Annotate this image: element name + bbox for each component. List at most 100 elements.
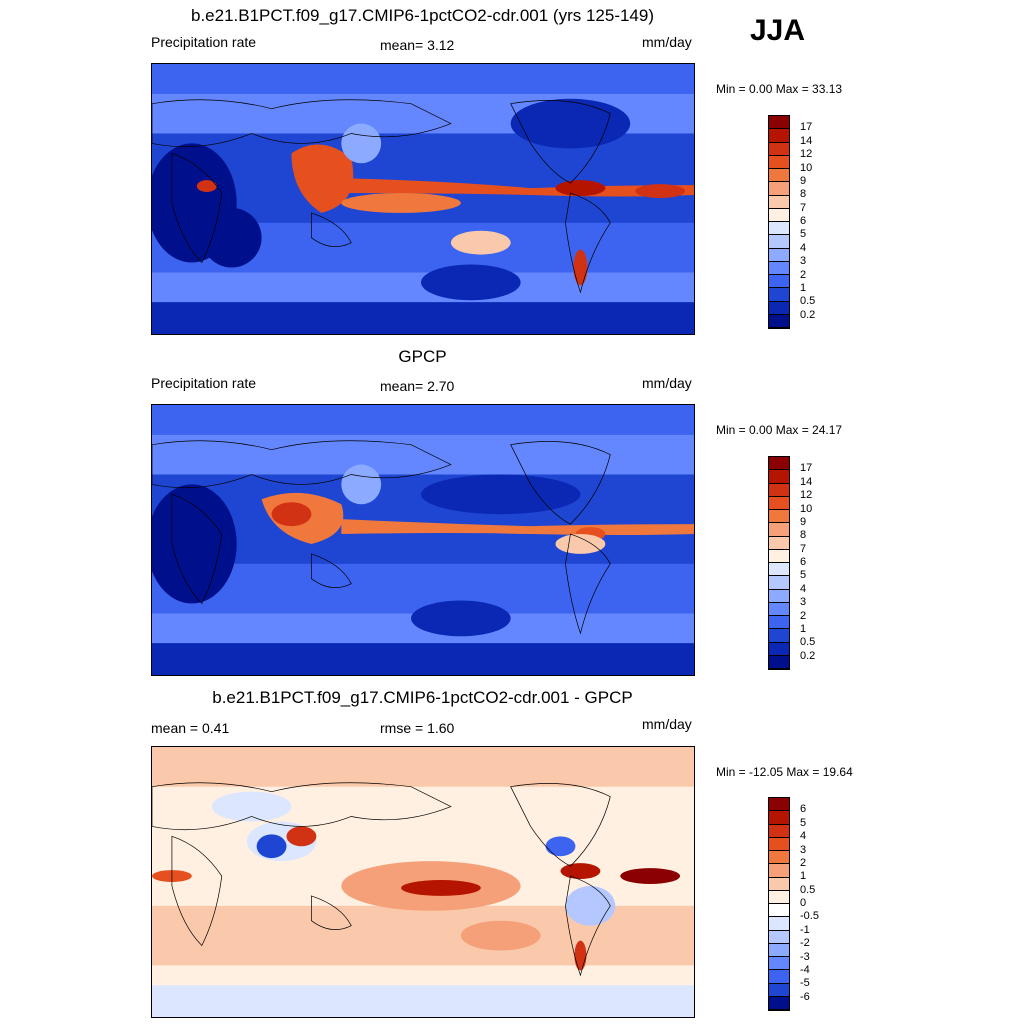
colorbar-segment xyxy=(769,457,789,471)
colorbar-tick-label: 5 xyxy=(800,816,807,829)
colorbar-tick-label: 6 xyxy=(800,215,807,227)
colorbar-segment xyxy=(769,983,789,997)
colorbar-segment xyxy=(769,195,789,209)
colorbar-segment xyxy=(769,275,789,289)
min-max-label: Min = 0.00 Max = 33.13 xyxy=(716,82,843,96)
colorbar-tick-label: 5 xyxy=(800,569,807,582)
colorbar-segment xyxy=(769,930,789,944)
colorbar-tick-label: 0.5 xyxy=(800,883,816,896)
colorbar-tick-label: 9 xyxy=(800,515,807,528)
colorbar-segment xyxy=(769,589,789,603)
min-max-label: Min = -12.05 Max = 19.64 xyxy=(716,765,853,779)
colorbar-tick-label: 3 xyxy=(800,255,807,268)
diff-map xyxy=(151,746,695,1018)
colorbar-tick-label: 9 xyxy=(800,174,807,187)
colorbar-segment xyxy=(769,142,789,156)
colorbar-tick-label: 10 xyxy=(800,161,813,174)
colorbar-segment xyxy=(769,523,789,537)
colorbar-tick-label: -5 xyxy=(800,977,810,990)
colorbar-tick-label: -1 xyxy=(800,923,810,936)
map-canvas xyxy=(152,64,694,334)
units-label: mm/day xyxy=(642,716,692,732)
colorbar-segment xyxy=(769,970,789,984)
colorbar-tick-label: 6 xyxy=(800,803,807,816)
map-canvas xyxy=(152,747,694,1017)
colorbar-segment xyxy=(769,235,789,249)
colorbar-segment xyxy=(769,957,789,971)
colorbar-segment xyxy=(769,917,789,931)
variable-label: Precipitation rate xyxy=(151,34,257,50)
colorbar xyxy=(768,797,790,1011)
colorbar-tick-label: 2 xyxy=(800,856,807,869)
colorbar-tick-label: -2 xyxy=(800,937,810,950)
colorbar-segment xyxy=(769,877,789,891)
colorbar-segment xyxy=(769,129,789,143)
panel-title: b.e21.B1PCT.f09_g17.CMIP6-1pctCO2-cdr.00… xyxy=(190,6,655,25)
colorbar-segment xyxy=(769,602,789,616)
colorbar-segment xyxy=(769,483,789,497)
colorbar-tick-label: -3 xyxy=(800,950,810,963)
colorbar-tick-label: 8 xyxy=(800,529,807,542)
colorbar-segment xyxy=(769,904,789,918)
colorbar-segment xyxy=(769,536,789,550)
colorbar-segment xyxy=(769,890,789,904)
colorbar-segment xyxy=(769,301,789,315)
colorbar-segment xyxy=(769,851,789,865)
colorbar-segment xyxy=(769,864,789,878)
colorbar-segment xyxy=(769,182,789,196)
colorbar-tick-label: 0.2 xyxy=(800,308,816,321)
colorbar-tick-label: 3 xyxy=(800,843,807,856)
colorbar-segment xyxy=(769,616,789,630)
colorbar-segment xyxy=(769,261,789,275)
colorbar-segment xyxy=(769,563,789,577)
colorbar-tick-label: 0.5 xyxy=(800,295,816,308)
colorbar-tick-label: -4 xyxy=(800,963,810,976)
colorbar-segment xyxy=(769,996,789,1010)
colorbar-segment xyxy=(769,248,789,262)
colorbar-tick-label: 8 xyxy=(800,188,807,201)
colorbar-tick-label: 17 xyxy=(800,121,813,134)
colorbar-tick-label: 7 xyxy=(800,201,807,214)
colorbar-segment xyxy=(769,943,789,957)
colorbar-tick-label: 14 xyxy=(800,134,813,147)
colorbar-segment xyxy=(769,642,789,656)
colorbar-tick-label: 14 xyxy=(800,475,813,488)
colorbar-segment xyxy=(769,824,789,838)
colorbar-tick-label: 6 xyxy=(800,556,807,568)
colorbar xyxy=(768,456,790,670)
colorbar-tick-label: 10 xyxy=(800,502,813,515)
precip-map xyxy=(151,63,695,335)
colorbar-segment xyxy=(769,169,789,183)
colorbar-tick-label: 1 xyxy=(800,622,807,635)
colorbar-segment xyxy=(769,576,789,590)
colorbar xyxy=(768,115,790,329)
min-max-label: Min = 0.00 Max = 24.17 xyxy=(716,423,843,437)
colorbar-tick-label: 1 xyxy=(800,281,807,294)
colorbar-tick-label: 4 xyxy=(800,582,807,595)
precip-map xyxy=(151,404,695,676)
mean-label: mean = 0.41 xyxy=(151,720,230,736)
colorbar-segment xyxy=(769,811,789,825)
colorbar-tick-label: 0.2 xyxy=(800,649,816,662)
panel-title: b.e21.B1PCT.f09_g17.CMIP6-1pctCO2-cdr.00… xyxy=(212,688,633,707)
colorbar-segment xyxy=(769,288,789,302)
colorbar-segment xyxy=(769,798,789,812)
colorbar-segment xyxy=(769,837,789,851)
colorbar-tick-label: 2 xyxy=(800,268,807,281)
colorbar-tick-label: 12 xyxy=(800,489,813,502)
colorbar-tick-label: 5 xyxy=(800,228,807,241)
mean-label: mean= 2.70 xyxy=(380,378,455,394)
units-label: mm/day xyxy=(642,34,692,50)
colorbar-tick-label: 0 xyxy=(800,897,807,909)
colorbar-tick-label: 2 xyxy=(800,609,807,622)
mean-label: mean= 3.12 xyxy=(380,37,455,53)
map-canvas xyxy=(152,405,694,675)
colorbar-tick-label: 12 xyxy=(800,148,813,161)
colorbar-segment xyxy=(769,470,789,484)
colorbar-segment xyxy=(769,314,789,328)
colorbar-tick-label: 1 xyxy=(800,870,807,883)
colorbar-tick-label: -0.5 xyxy=(800,910,819,923)
units-label: mm/day xyxy=(642,375,692,391)
colorbar-segment xyxy=(769,496,789,510)
colorbar-tick-label: 17 xyxy=(800,462,813,475)
